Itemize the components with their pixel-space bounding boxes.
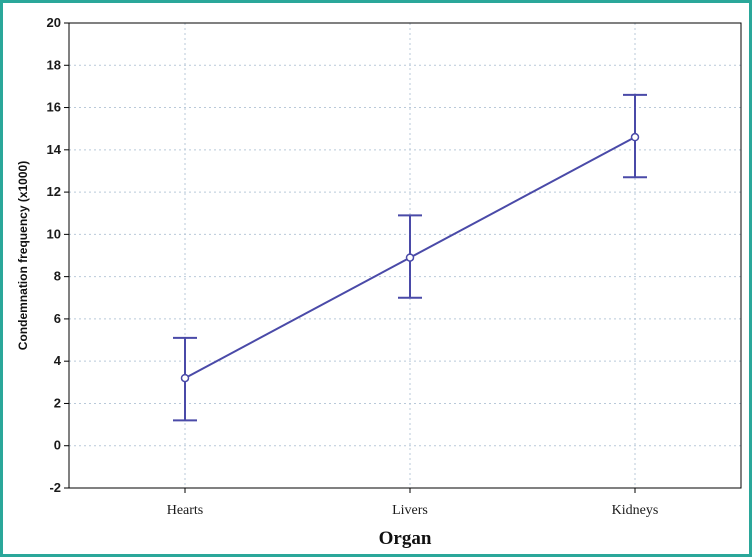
y-tick-label: 12 [47,184,61,199]
data-point [180,373,190,383]
y-tick-label: 10 [47,226,61,241]
grid [69,23,741,488]
x-axis-title: Organ [379,528,432,549]
y-tick-label: 4 [54,353,62,368]
series-group [173,93,647,422]
y-axis-title: Condemnation frequency (x1000) [16,161,30,350]
plot-area [68,22,742,489]
x-tick-label: Kidneys [612,503,659,518]
y-tick-label: -2 [49,480,61,495]
y-tick-label: 0 [54,438,61,453]
y-axis: -2 0 2 4 6 8 10 12 14 16 18 20 [47,15,69,495]
y-tick-label: 2 [54,395,61,410]
y-tick-label: 16 [47,100,61,115]
y-tick-label: 14 [47,142,62,157]
data-point [630,132,640,142]
x-tick-label: Hearts [167,503,204,518]
y-tick-label: 8 [54,269,61,284]
y-tick-label: 20 [47,15,61,30]
x-tick-label: Livers [392,503,428,518]
y-tick-label: 18 [47,57,61,72]
x-axis: Hearts Livers Kidneys [167,488,659,518]
y-tick-label: 6 [54,311,61,326]
data-point [405,253,415,262]
